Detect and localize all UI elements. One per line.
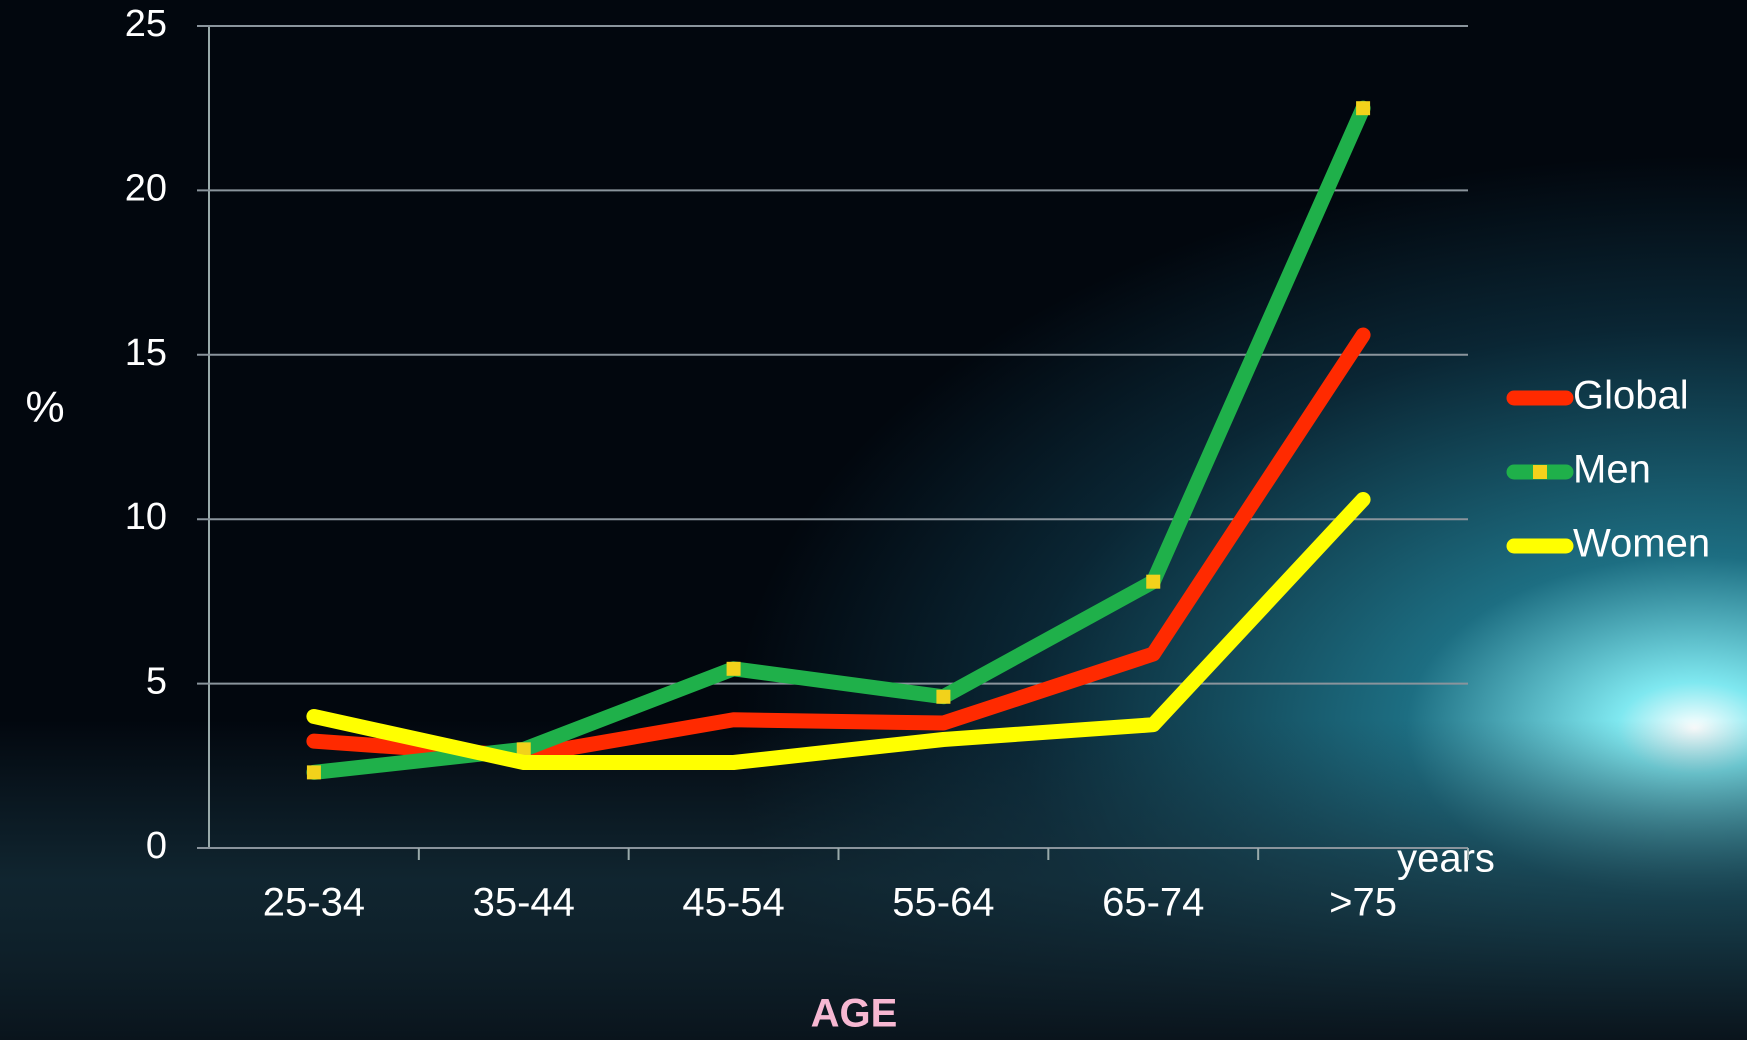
y-tick-label: 25 xyxy=(125,3,167,45)
annotation: years xyxy=(1397,837,1495,881)
x-tick-label: 25-34 xyxy=(263,881,365,925)
x-tick-label: 35-44 xyxy=(473,881,575,925)
x-axis-label: AGE xyxy=(811,992,898,1036)
y-tick-label: 20 xyxy=(125,167,167,209)
marker xyxy=(516,742,531,757)
marker xyxy=(1146,574,1161,589)
x-tick-label: 45-54 xyxy=(682,881,784,925)
x-tick-label: 55-64 xyxy=(892,881,994,925)
y-tick-label: 0 xyxy=(146,825,167,867)
x-tick-label: 65-74 xyxy=(1102,881,1204,925)
y-tick-label: 5 xyxy=(146,661,167,703)
legend-label: Women xyxy=(1573,522,1710,566)
marker xyxy=(1356,101,1371,116)
series-line xyxy=(306,491,1371,771)
y-axis-label: % xyxy=(25,383,64,432)
y-tick-label: 10 xyxy=(125,496,167,538)
y-tick-label: 15 xyxy=(125,332,167,374)
x-tick-label: >75 xyxy=(1329,881,1397,925)
marker xyxy=(306,765,321,780)
ground xyxy=(0,720,1747,1040)
legend-label: Men xyxy=(1573,448,1651,492)
marker xyxy=(726,661,741,676)
legend-marker xyxy=(1533,465,1547,479)
marker xyxy=(936,689,951,704)
legend-label: Global xyxy=(1573,374,1689,418)
